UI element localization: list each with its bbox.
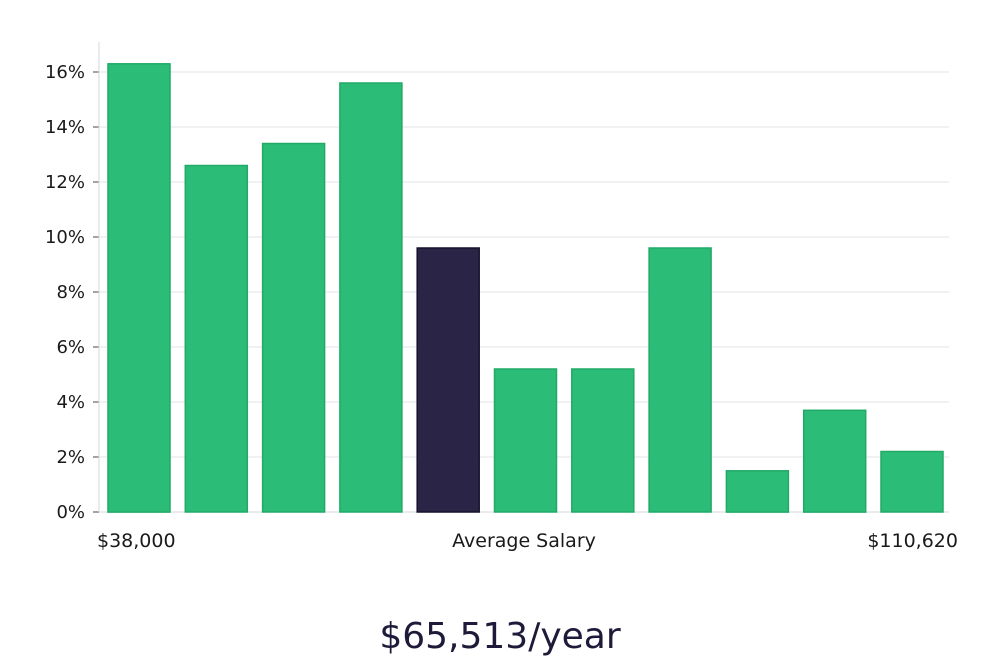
salary-bar	[107, 63, 171, 513]
salary-bar	[339, 82, 403, 513]
average-salary-bar	[416, 247, 480, 513]
salary-bar	[184, 164, 249, 513]
y-tick-label: 16%	[45, 62, 85, 83]
salary-bar	[261, 142, 326, 513]
salary-bar	[571, 368, 635, 513]
y-tick-label: 0%	[56, 502, 85, 523]
y-tick-label: 8%	[56, 282, 85, 303]
x-center-label: Average Salary	[452, 530, 596, 552]
y-tick-label: 6%	[56, 337, 85, 358]
salary-bar	[493, 368, 558, 513]
y-tick-label: 2%	[56, 447, 85, 468]
x-max-label: $110,620	[867, 530, 958, 552]
salary-bar	[880, 450, 944, 513]
salary-bar	[725, 470, 790, 513]
y-tick-label: 14%	[45, 117, 85, 138]
y-tick-label: 12%	[45, 172, 85, 193]
y-tick-label: 10%	[45, 227, 85, 248]
average-salary-value: $65,513/year	[379, 616, 621, 657]
bars	[107, 63, 944, 513]
y-tick-label: 4%	[56, 392, 85, 413]
y-axis-ticks: 0% 2% 4% 6% 8% 10% 12% 14% 16%	[45, 62, 99, 523]
x-min-label: $38,000	[97, 530, 176, 552]
salary-bar	[648, 247, 712, 513]
salary-bar	[802, 409, 867, 513]
